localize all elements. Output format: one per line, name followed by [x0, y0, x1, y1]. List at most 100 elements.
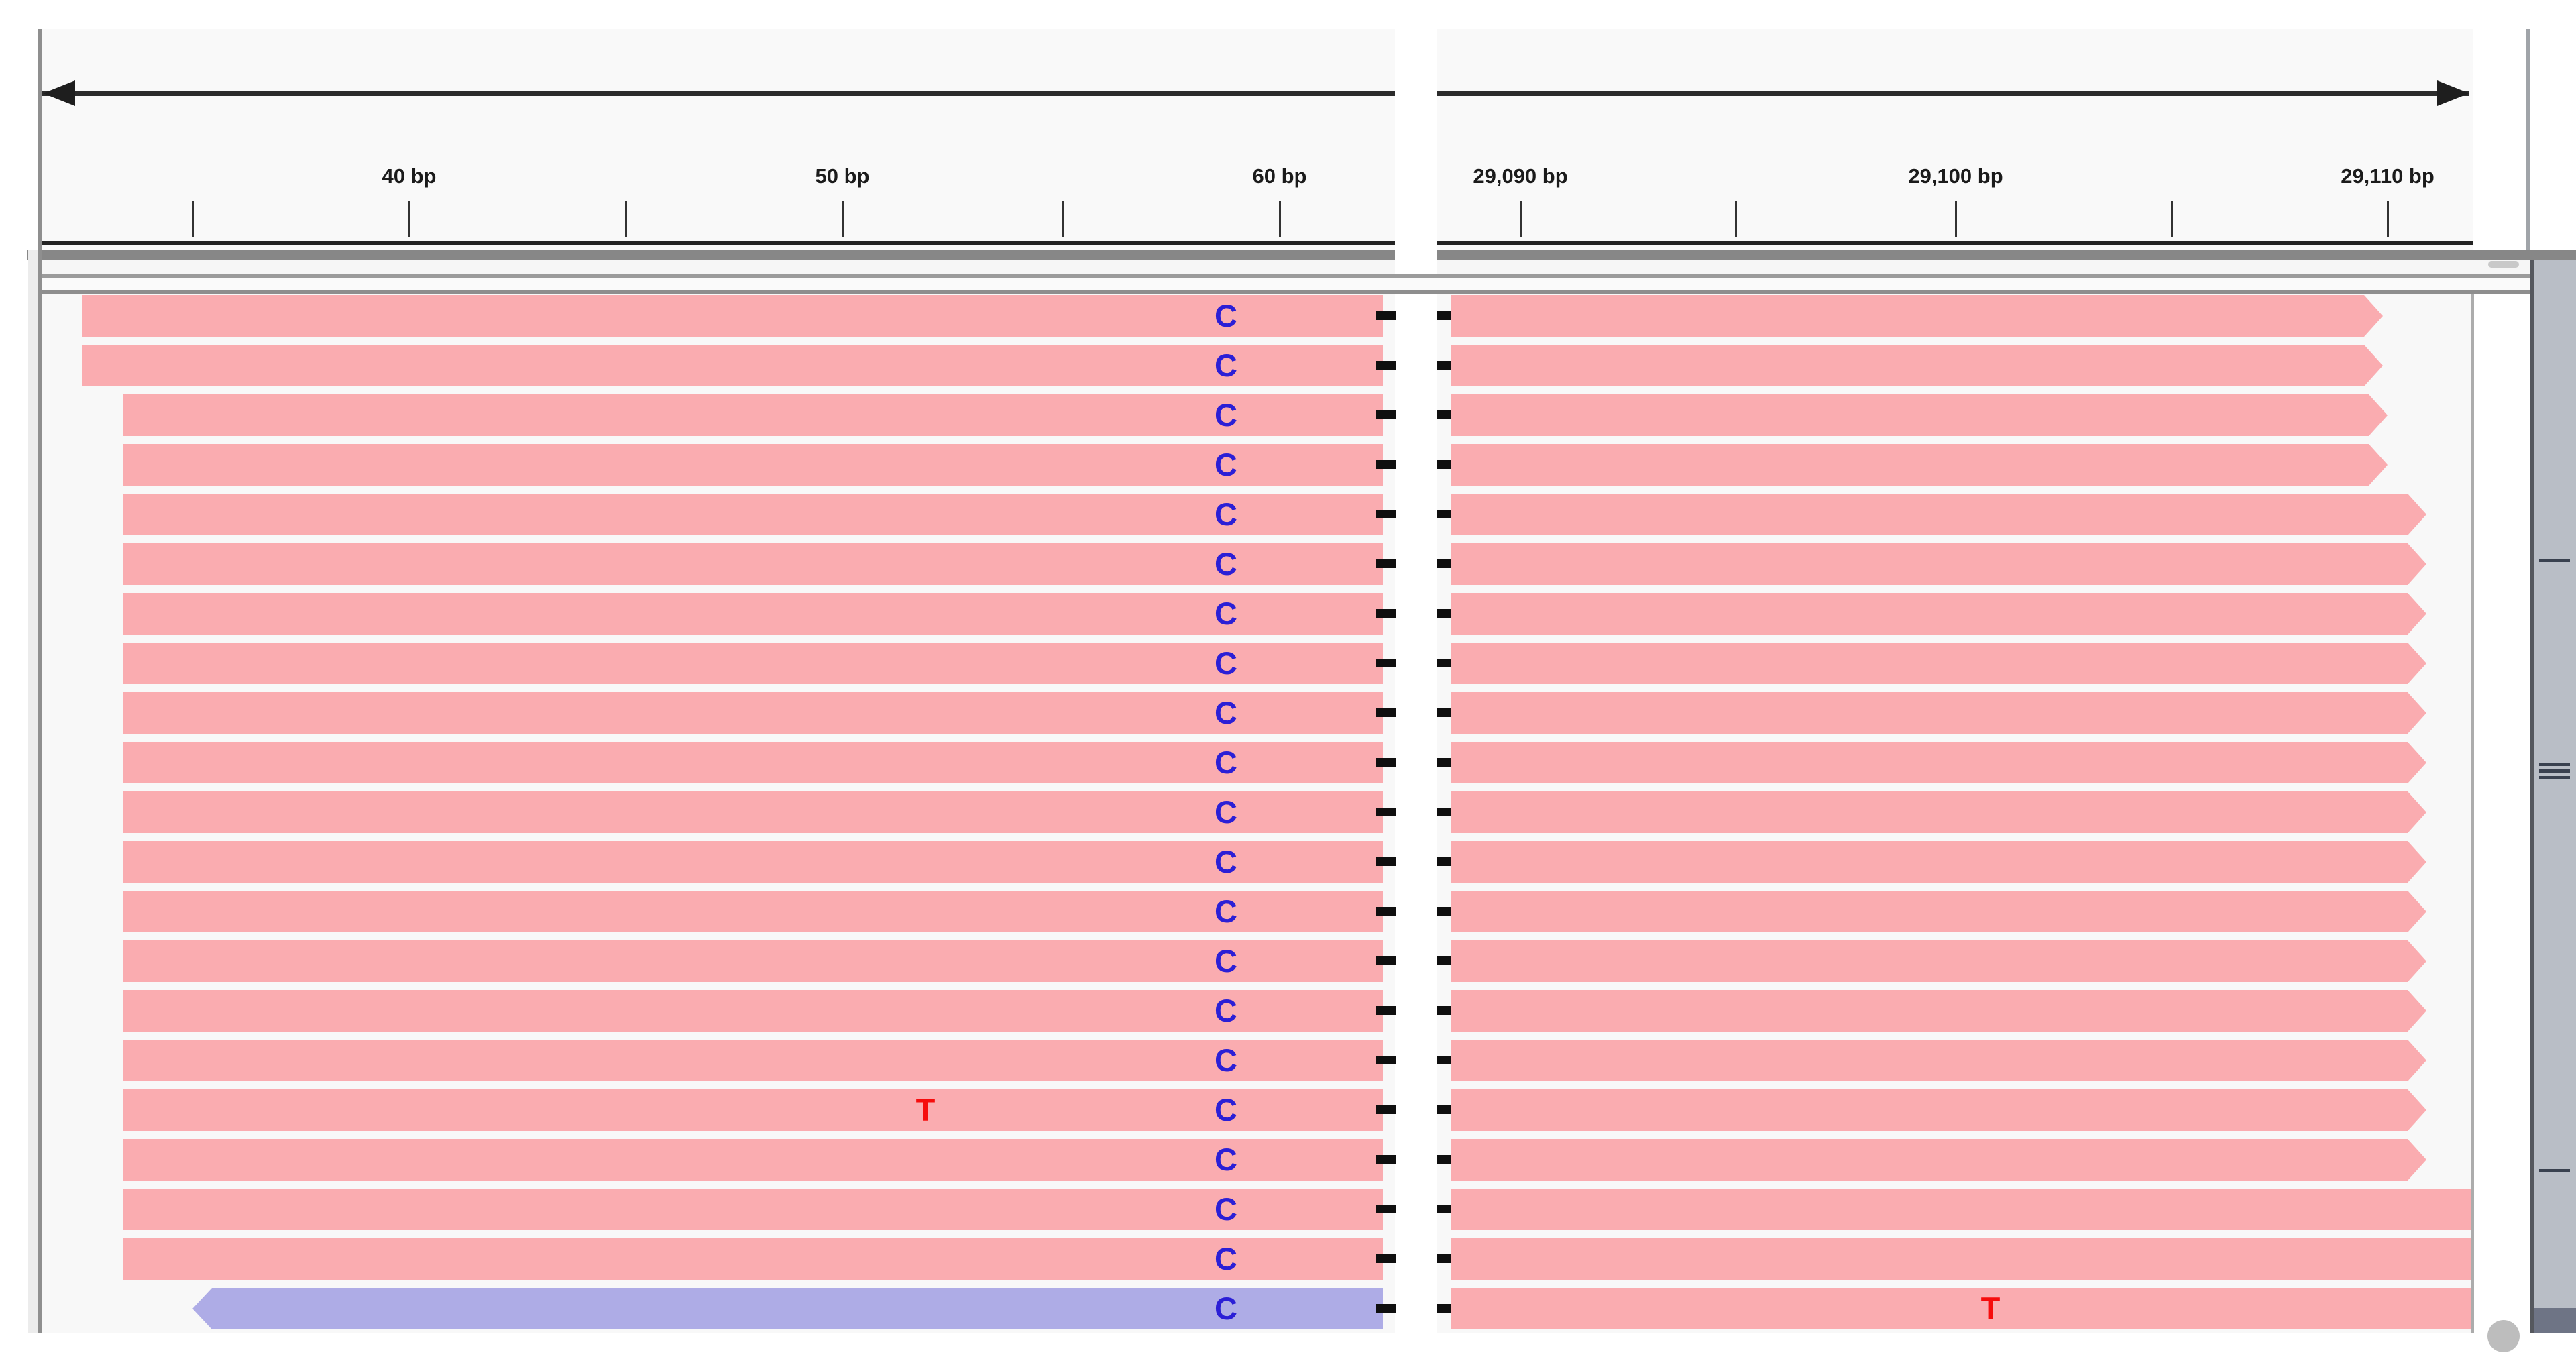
read-right[interactable]: [1451, 990, 2426, 1032]
ruler-tick-label: 29,090 bp: [1473, 164, 1568, 188]
split-gap-dash: [1376, 510, 1396, 518]
range-arrow-shaft-left: [42, 91, 1395, 96]
scroll-ball[interactable]: [2487, 1320, 2520, 1352]
split-gap-dash: [1376, 1006, 1396, 1015]
mismatch-base-c[interactable]: C: [1215, 347, 1237, 383]
ruler-panel-left[interactable]: 40 bp 50 bp 60 bp: [42, 29, 1395, 250]
mismatch-base-c[interactable]: C: [1215, 447, 1237, 482]
read-left[interactable]: [123, 1040, 1383, 1081]
range-arrow-left-icon: [43, 80, 75, 106]
mismatch-base-c[interactable]: C: [1215, 1191, 1237, 1227]
mismatch-base-c[interactable]: C: [1215, 397, 1237, 433]
mismatch-base-t[interactable]: T: [1980, 1291, 2001, 1326]
read-right[interactable]: [1451, 1288, 2471, 1329]
read-left[interactable]: [123, 1089, 1383, 1131]
divider-band: [27, 250, 1395, 260]
read-left[interactable]: [123, 891, 1383, 932]
read-right[interactable]: [1451, 345, 2383, 386]
split-gap-dash: [1376, 758, 1396, 767]
mismatch-base-c[interactable]: C: [1215, 496, 1237, 532]
mismatch-base-c[interactable]: C: [1215, 546, 1237, 582]
split-gap-dash: [1376, 808, 1396, 816]
mismatch-base-c[interactable]: C: [1215, 695, 1237, 730]
read-right[interactable]: [1451, 444, 2388, 486]
read-right[interactable]: [1451, 1139, 2426, 1181]
split-gap-dash: [1376, 609, 1396, 618]
read-right[interactable]: [1451, 742, 2426, 783]
panel-left-border: [38, 29, 42, 1333]
read-left[interactable]: [123, 990, 1383, 1032]
ruler-tick: [1062, 201, 1064, 237]
mismatch-base-c[interactable]: C: [1215, 1291, 1237, 1326]
read-right[interactable]: [1451, 394, 2388, 436]
divider-line: [38, 274, 2530, 278]
read-left[interactable]: [82, 345, 1383, 386]
right-scrollbar-thumb[interactable]: [2534, 1308, 2576, 1333]
read-right[interactable]: [1451, 791, 2426, 833]
read-right[interactable]: [1451, 1189, 2471, 1230]
ruler-tick-label: 29,100 bp: [1908, 164, 2003, 188]
read-right[interactable]: [1451, 1040, 2426, 1081]
scrollbar-mark: [2539, 763, 2570, 766]
mismatch-base-c[interactable]: C: [1215, 893, 1237, 929]
read-right[interactable]: [1451, 891, 2426, 932]
read-right[interactable]: [1451, 1089, 2426, 1131]
mismatch-base-c[interactable]: C: [1215, 596, 1237, 631]
read-right[interactable]: [1451, 1238, 2471, 1280]
horizontal-scroll-thumb[interactable]: [2488, 261, 2519, 268]
mismatch-base-c[interactable]: C: [1215, 298, 1237, 333]
read-left[interactable]: [123, 841, 1383, 883]
read-right[interactable]: [1451, 295, 2383, 337]
mismatch-base-c[interactable]: C: [1215, 844, 1237, 879]
split-gap-dash: [1376, 907, 1396, 916]
read-right[interactable]: [1451, 593, 2426, 635]
divider-band: [1437, 250, 2576, 260]
right-scrollbar-track[interactable]: [2534, 260, 2576, 1333]
mismatch-base-c[interactable]: C: [1215, 1142, 1237, 1177]
mismatch-base-c[interactable]: C: [1215, 1241, 1237, 1276]
read-left[interactable]: [123, 394, 1383, 436]
read-left[interactable]: [123, 692, 1383, 734]
split-gap-dash: [1376, 1056, 1396, 1064]
read-right[interactable]: [1451, 692, 2426, 734]
read-right[interactable]: [1451, 643, 2426, 684]
ruler-baseline-left: [42, 241, 1395, 245]
read-left[interactable]: [123, 543, 1383, 585]
mismatch-base-c[interactable]: C: [1215, 1092, 1237, 1128]
mismatch-base-t[interactable]: T: [915, 1092, 936, 1128]
read-left[interactable]: [123, 593, 1383, 635]
read-left[interactable]: [123, 742, 1383, 783]
mismatch-base-c[interactable]: C: [1215, 794, 1237, 830]
ruler-tick: [625, 201, 627, 237]
read-right[interactable]: [1451, 940, 2426, 982]
read-left[interactable]: [123, 444, 1383, 486]
ruler-tick-label: 40 bp: [382, 164, 437, 188]
read-left[interactable]: [123, 1139, 1383, 1181]
read-right[interactable]: [1451, 841, 2426, 883]
mismatch-base-c[interactable]: C: [1215, 745, 1237, 780]
ruler-panel-right[interactable]: 29,090 bp 29,100 bp 29,110 bp: [1437, 29, 2473, 250]
track-top-border: [38, 290, 2530, 294]
read-left[interactable]: [192, 1288, 1383, 1329]
mismatch-base-c[interactable]: C: [1215, 993, 1237, 1028]
read-left[interactable]: [123, 791, 1383, 833]
read-left[interactable]: [82, 295, 1383, 337]
panel-right-border: [2471, 294, 2474, 1333]
mismatch-base-c[interactable]: C: [1215, 645, 1237, 681]
read-left[interactable]: [123, 494, 1383, 535]
scrollbar-mark: [2539, 1169, 2570, 1172]
scrollbar-mark: [2539, 769, 2570, 773]
read-right[interactable]: [1451, 494, 2426, 535]
mismatch-base-c[interactable]: C: [1215, 1042, 1237, 1078]
read-right[interactable]: [1451, 543, 2426, 585]
read-left[interactable]: [123, 1189, 1383, 1230]
window-edge: [2530, 260, 2534, 1333]
read-left[interactable]: [123, 643, 1383, 684]
split-gap-dash: [1376, 857, 1396, 866]
mismatch-base-c[interactable]: C: [1215, 943, 1237, 979]
read-left[interactable]: [123, 940, 1383, 982]
split-gap-dash: [1376, 410, 1396, 419]
read-left[interactable]: [123, 1238, 1383, 1280]
